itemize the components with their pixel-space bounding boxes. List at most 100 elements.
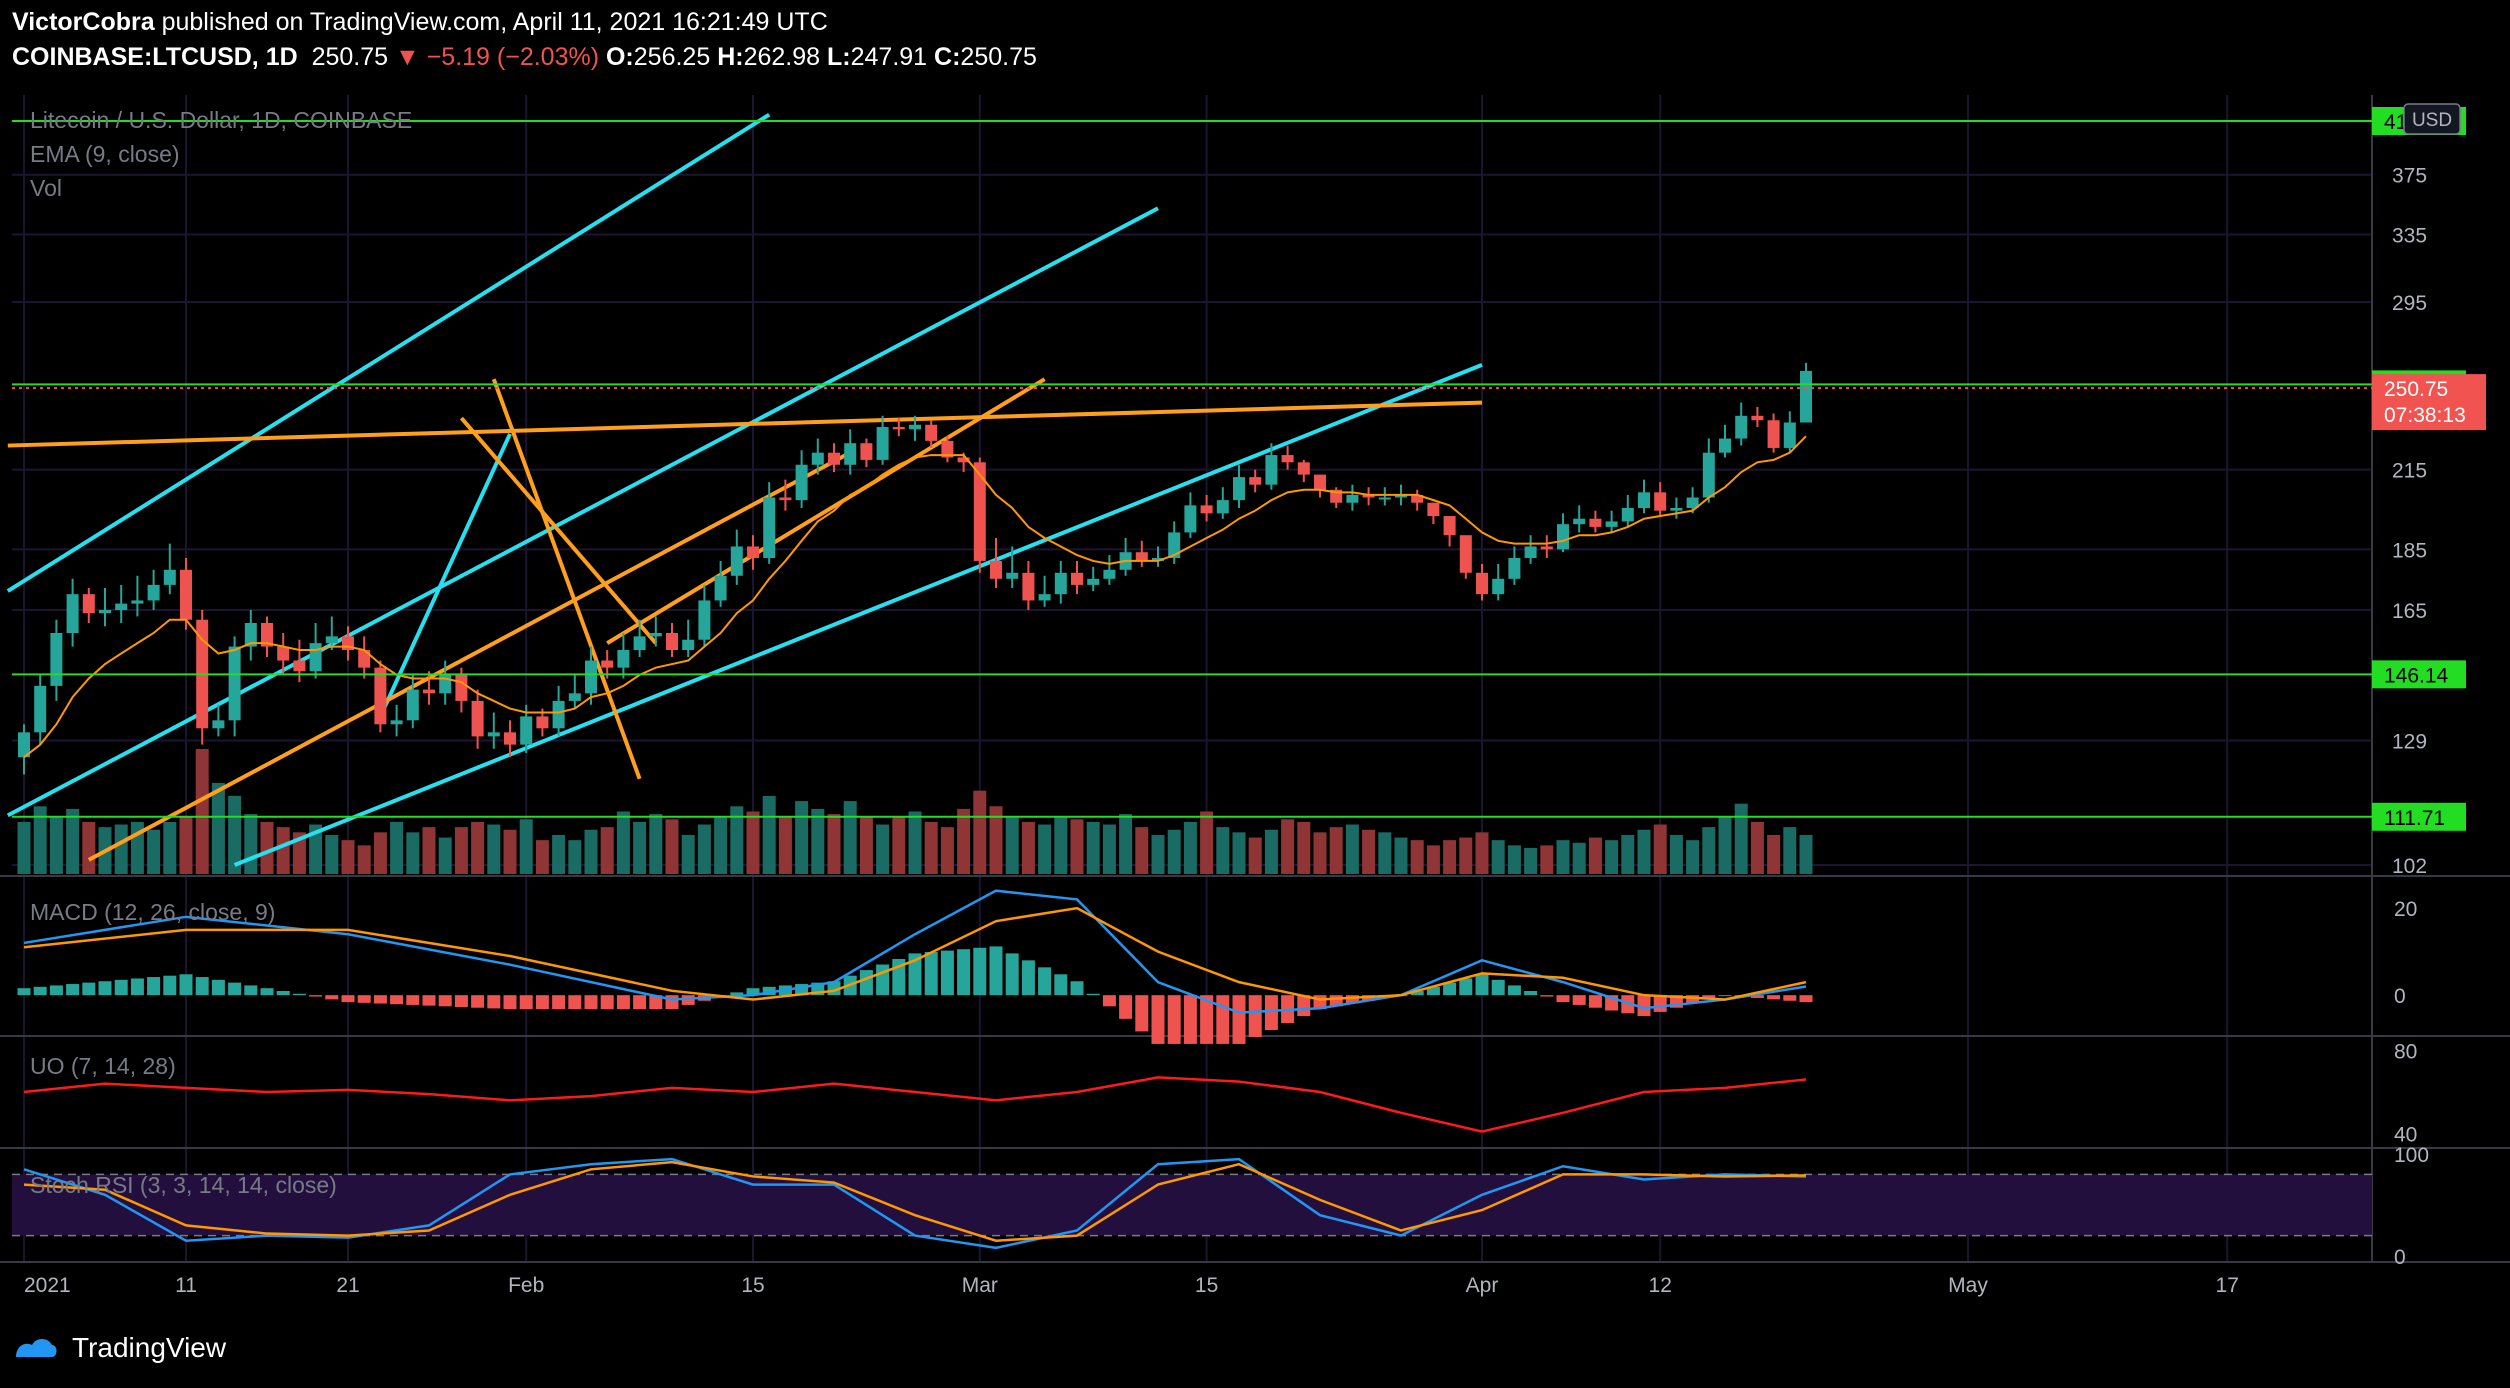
candle-body-101 <box>1654 492 1667 511</box>
open-label: O: <box>605 43 634 71</box>
candle-body-35 <box>585 660 597 694</box>
last-price: 250.75 <box>311 43 389 71</box>
volume-bar-26 <box>438 837 452 874</box>
volume-bar-45 <box>746 811 760 874</box>
candle-body-47 <box>779 497 792 501</box>
price-tick-3: 185 <box>2392 539 2427 562</box>
volume-bar-102 <box>1669 834 1683 874</box>
macd-hist-86 <box>1410 990 1424 996</box>
volume-bar-48 <box>795 801 809 874</box>
stoch-k-line <box>23 1157 1807 1250</box>
candle-body-28 <box>471 700 484 737</box>
indicator-panes <box>12 889 2372 1250</box>
candle-body-40 <box>666 632 678 651</box>
volume-bar-108 <box>1767 834 1781 874</box>
volume-bar-64 <box>1054 816 1068 874</box>
candle-body-107 <box>1751 415 1764 421</box>
volume-bar-39 <box>649 814 663 874</box>
uo-line <box>23 1076 1807 1133</box>
macd-hist-22 <box>373 995 387 1004</box>
macd-hist-16 <box>276 990 290 996</box>
macd-hist-34 <box>568 995 582 1010</box>
macd-hist-31 <box>519 995 533 1010</box>
candle-body-30 <box>504 732 516 745</box>
candle-body-49 <box>811 452 824 465</box>
volume-bar-9 <box>163 821 177 874</box>
volume-bar-27 <box>454 827 468 874</box>
macd-hist-32 <box>535 995 549 1010</box>
macd-hist-67 <box>1102 995 1116 1007</box>
candle-body-98 <box>1605 521 1618 527</box>
candle-body-67 <box>1103 569 1116 579</box>
candle-body-91 <box>1492 578 1505 595</box>
published-text: published on TradingView.com, April 11, … <box>161 8 828 36</box>
macd-hist-30 <box>503 995 517 1010</box>
volume-bar-53 <box>876 824 890 874</box>
macd-hist-15 <box>260 988 274 996</box>
macd-hist-63 <box>1038 967 1052 996</box>
volume-bar-92 <box>1507 845 1521 874</box>
volume-bar-13 <box>228 795 242 874</box>
volume-bar-79 <box>1297 821 1311 874</box>
macd-hist-23 <box>390 995 404 1005</box>
candle-body-19 <box>325 636 338 644</box>
macd-hist-108 <box>1767 995 1781 1000</box>
macd-hist-94 <box>1540 995 1554 997</box>
volume-bar-35 <box>584 829 598 874</box>
macd-hist-44 <box>730 992 744 996</box>
macd-hist-90 <box>1475 974 1489 996</box>
volume-bar-60 <box>989 806 1003 874</box>
volume-bar-81 <box>1329 827 1343 874</box>
tradingview-logo-icon[interactable] <box>12 1333 60 1363</box>
volume-bar-54 <box>892 816 906 874</box>
time-tick-9: May <box>1948 1274 1988 1297</box>
volume-bar-36 <box>600 827 614 874</box>
candle-body-65 <box>1071 572 1083 585</box>
macd-hist-37 <box>616 995 630 1010</box>
time-tick-6: 15 <box>1195 1274 1218 1297</box>
candle-body-66 <box>1087 578 1100 585</box>
candle-body-79 <box>1297 462 1310 475</box>
macd-hist-20 <box>341 995 355 1003</box>
stoch-d-line <box>23 1160 1807 1242</box>
volume-bar-97 <box>1588 837 1602 874</box>
macd-hist-18 <box>309 995 323 997</box>
currency-badge <box>2403 103 2461 135</box>
brand-name[interactable]: TradingView <box>72 1332 227 1363</box>
candle-body-14 <box>244 623 257 647</box>
macd-hist-36 <box>600 995 614 1010</box>
author-name[interactable]: VictorCobra <box>12 8 155 36</box>
volume-bar-30 <box>503 829 517 874</box>
candle-body-100 <box>1638 492 1650 509</box>
candle-body-93 <box>1524 546 1537 559</box>
high-value: 262.98 <box>743 43 821 71</box>
volume-bar-75 <box>1232 832 1246 874</box>
level-label-0: 41 <box>2384 111 2407 134</box>
volume-bar-95 <box>1556 840 1570 874</box>
candle-body-4 <box>82 594 95 614</box>
macd-hist-38 <box>633 995 647 1010</box>
macd-hist-103 <box>1686 995 1700 1004</box>
volume-bar-69 <box>1135 827 1149 874</box>
price-tick-5: 295 <box>2392 292 2427 315</box>
volume-bar-91 <box>1491 840 1505 874</box>
time-tick-3: Feb <box>508 1274 544 1297</box>
volume-bar-10 <box>179 816 193 874</box>
candle-body-106 <box>1735 415 1748 439</box>
volume-bar-66 <box>1086 821 1100 874</box>
last-price-badge <box>2372 374 2486 431</box>
volume-bar-65 <box>1070 819 1084 874</box>
stoch-tick-0: 0 <box>2394 1246 2406 1269</box>
volume-bar-17 <box>292 832 306 874</box>
macd-hist-60 <box>989 946 1003 996</box>
macd-hist-6 <box>114 979 128 996</box>
time-tick-4: 15 <box>741 1274 764 1297</box>
volume-bar-6 <box>114 824 128 874</box>
volume-bar-101 <box>1653 824 1667 874</box>
volume-bar-50 <box>827 814 841 874</box>
price-tick-6: 335 <box>2392 225 2427 248</box>
macd-hist-11 <box>195 977 209 996</box>
macd-hist-66 <box>1086 993 1100 996</box>
candle-body-83 <box>1362 494 1375 498</box>
volume-bar-40 <box>665 819 679 874</box>
